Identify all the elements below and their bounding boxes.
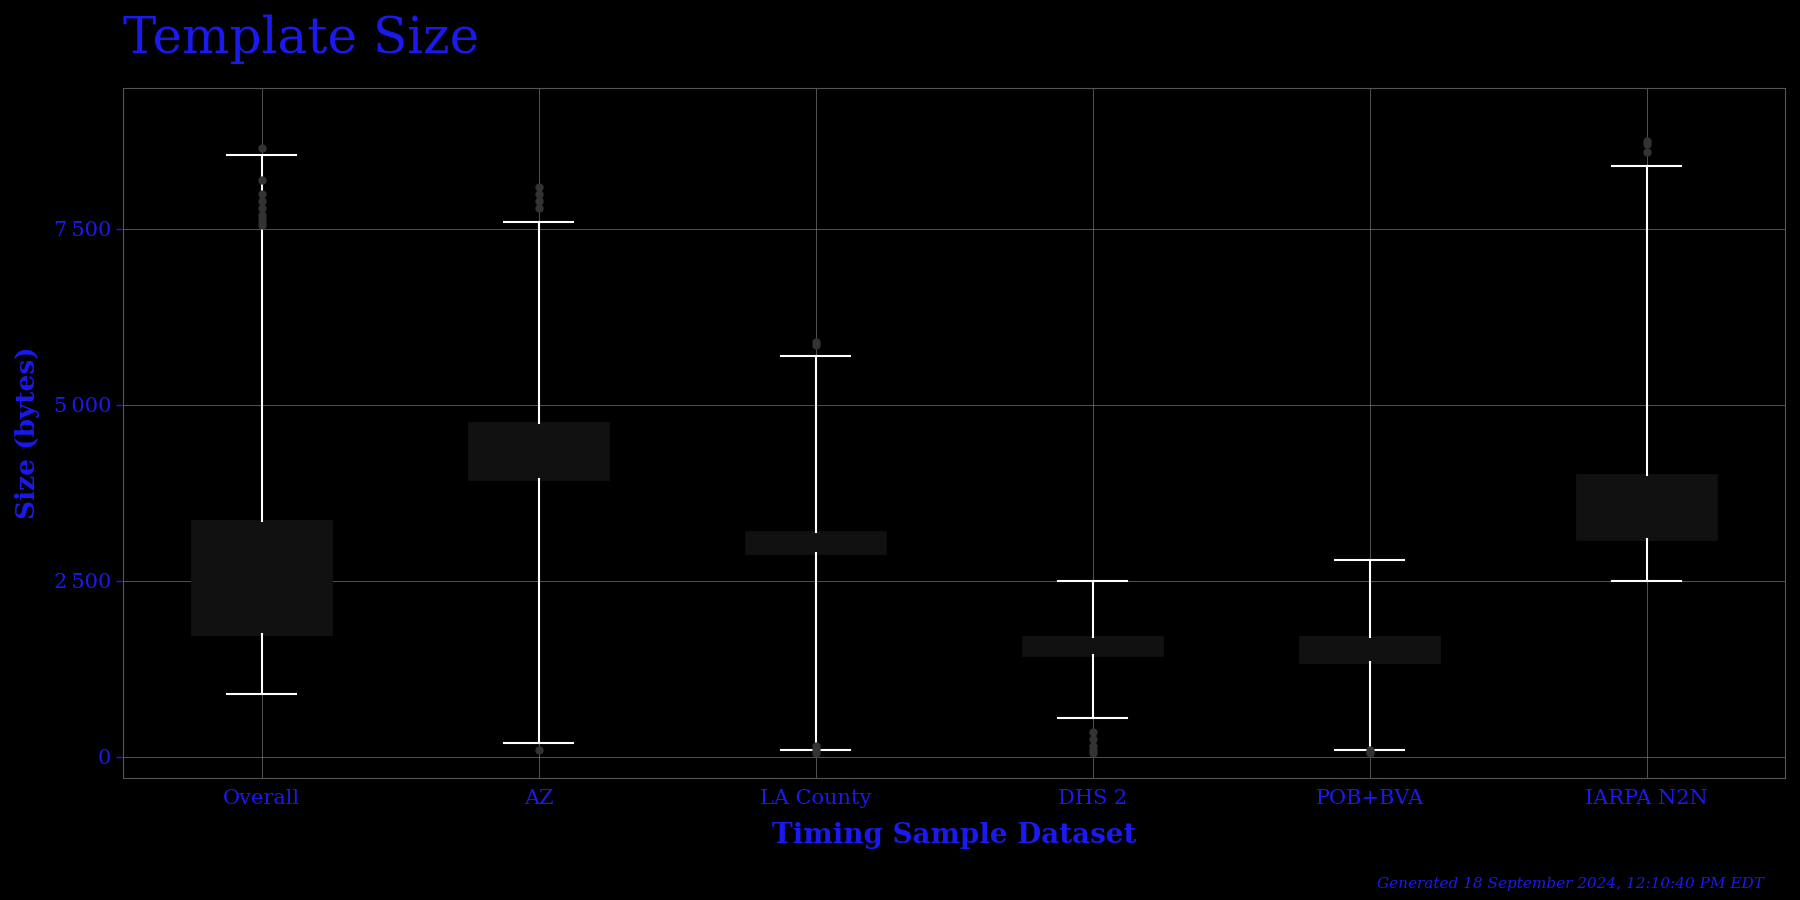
X-axis label: Timing Sample Dataset: Timing Sample Dataset [772, 822, 1136, 849]
PathPatch shape [470, 422, 608, 479]
PathPatch shape [1024, 637, 1161, 655]
PathPatch shape [747, 532, 886, 553]
PathPatch shape [193, 521, 331, 634]
Text: Template Size: Template Size [122, 15, 479, 65]
PathPatch shape [1577, 475, 1715, 539]
Y-axis label: Size (bytes): Size (bytes) [14, 346, 40, 519]
Text: Generated 18 September 2024, 12:10:40 PM EDT: Generated 18 September 2024, 12:10:40 PM… [1377, 877, 1764, 891]
PathPatch shape [1300, 637, 1438, 662]
